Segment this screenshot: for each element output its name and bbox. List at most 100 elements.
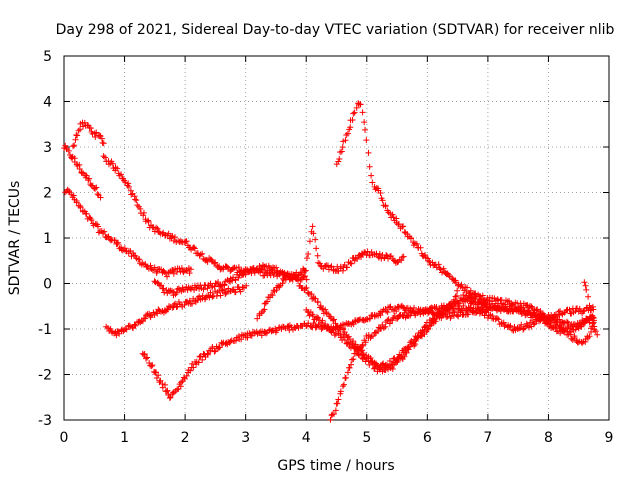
data-point [368, 172, 375, 179]
data-point [132, 252, 139, 259]
data-point [71, 142, 78, 149]
data-point [350, 338, 357, 345]
data-point [393, 359, 400, 366]
data-point [364, 248, 371, 255]
data-point [567, 331, 574, 338]
grid-layer [64, 56, 609, 420]
y-tick-label: 4 [43, 95, 52, 111]
y-tick-label: 5 [43, 49, 52, 65]
data-point [136, 256, 143, 263]
data-point [115, 239, 122, 246]
data-point [444, 270, 451, 277]
data-point [332, 407, 339, 414]
x-tick-label: 1 [120, 430, 129, 446]
data-point [76, 161, 83, 168]
data-point [494, 315, 501, 322]
data-point [73, 199, 80, 206]
data-point [449, 301, 456, 308]
data-point [211, 348, 218, 355]
data-point [348, 361, 355, 368]
data-point [170, 270, 177, 277]
data-point [125, 180, 132, 187]
data-point [183, 238, 190, 245]
data-point [342, 137, 349, 144]
data-point [208, 257, 215, 264]
data-point [173, 304, 180, 311]
data-point [413, 240, 420, 247]
data-point [354, 255, 361, 262]
data-point [87, 125, 94, 132]
data-point [105, 233, 112, 240]
data-point [534, 306, 541, 313]
data-point [280, 275, 287, 282]
data-point [386, 320, 393, 327]
data-point [145, 218, 152, 225]
data-point [333, 161, 340, 168]
data-point [116, 330, 123, 337]
data-point [113, 332, 120, 339]
x-tick-label: 0 [60, 430, 69, 446]
data-point [256, 262, 263, 269]
data-point [589, 320, 596, 327]
data-point [343, 264, 350, 271]
x-tick-label: 6 [423, 430, 432, 446]
data-point [212, 259, 219, 266]
data-point [140, 351, 147, 358]
data-point [310, 230, 317, 237]
data-point [295, 272, 302, 279]
data-point [322, 306, 329, 313]
data-point [238, 336, 245, 343]
data-point [344, 369, 351, 376]
data-point [463, 292, 470, 299]
data-point [435, 261, 442, 268]
data-point [499, 304, 506, 311]
data-point [432, 318, 439, 325]
series-arc-6 [103, 282, 250, 339]
data-point [396, 312, 403, 319]
data-point [320, 310, 327, 317]
data-point [146, 359, 153, 366]
data-point [312, 236, 319, 243]
data-point [511, 323, 518, 330]
data-point [137, 319, 144, 326]
data-point [209, 344, 216, 351]
data-point [313, 245, 320, 252]
data-point [199, 356, 206, 363]
data-point [233, 264, 240, 271]
data-point [339, 267, 346, 274]
data-point [349, 356, 356, 363]
data-point [401, 353, 408, 360]
data-point [204, 285, 211, 292]
data-point [362, 126, 369, 133]
data-point [237, 288, 244, 295]
data-point [153, 374, 160, 381]
data-point [374, 328, 381, 335]
data-point [199, 250, 206, 257]
data-point [142, 315, 149, 322]
data-point [204, 258, 211, 265]
data-point [393, 308, 400, 315]
data-point [77, 204, 84, 211]
data-point [264, 298, 271, 305]
data-point [452, 293, 459, 300]
data-point [261, 306, 268, 313]
data-point [443, 305, 450, 312]
data-point [247, 332, 254, 339]
data-point [353, 104, 360, 111]
data-point [190, 364, 197, 371]
data-point [380, 325, 387, 332]
data-point [101, 228, 108, 235]
data-point [213, 293, 220, 300]
series-arc-12 [460, 291, 597, 347]
x-tick-label: 7 [483, 430, 492, 446]
data-point [143, 312, 150, 319]
data-point [341, 329, 348, 336]
data-point [99, 230, 106, 237]
data-point [588, 306, 595, 313]
data-point [118, 246, 125, 253]
data-point [70, 143, 77, 150]
data-point [483, 309, 490, 316]
data-point [158, 282, 165, 289]
x-tick-labels: 0 1 2 3 4 5 6 7 8 9 [60, 430, 614, 446]
data-point [521, 307, 528, 314]
